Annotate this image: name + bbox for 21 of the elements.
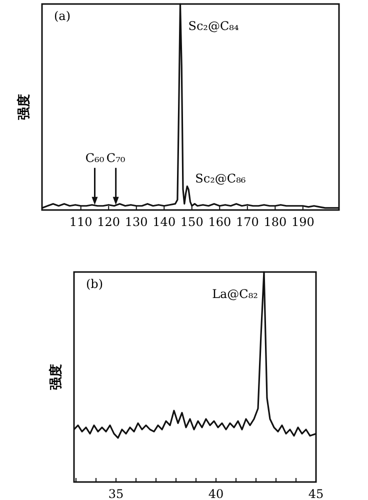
annotation: La@C₈₂ (212, 287, 258, 301)
x-tick-label: 190 (291, 215, 314, 229)
y-axis-title: 强度 (16, 94, 32, 120)
x-tick-label: 180 (264, 215, 287, 229)
x-tick-label: 45 (308, 487, 324, 500)
x-tick-label: 140 (152, 215, 176, 229)
annotation: Sc₂@C₈₄ (188, 19, 239, 33)
annotation: Sc₂@C₈₆ (195, 171, 246, 186)
x-tick-label: 40 (208, 487, 224, 500)
annotation: C₇₀ (106, 150, 126, 165)
chart-title: (a) (54, 9, 71, 23)
x-tick-label: 120 (97, 215, 120, 229)
annotation: C₆₀ (85, 150, 104, 165)
chart-title: (b) (86, 277, 104, 291)
y-axis-title: 强度 (48, 364, 64, 390)
x-tick-label: 130 (124, 215, 148, 229)
x-tick-label: 110 (69, 215, 92, 229)
x-tick-label: 35 (108, 487, 124, 500)
x-tick-label: 150 (180, 215, 204, 229)
x-tick-label: 170 (236, 215, 259, 229)
x-tick-label: 160 (208, 215, 232, 229)
